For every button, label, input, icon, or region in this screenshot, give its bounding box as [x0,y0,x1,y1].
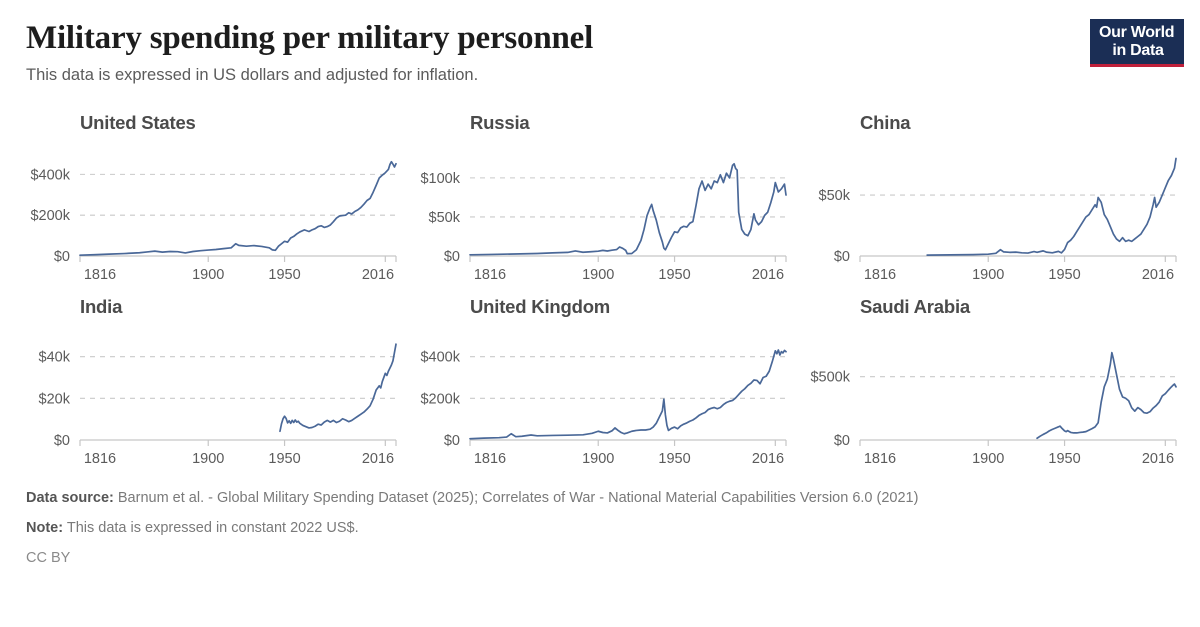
y-axis-tick-label: $200k [420,391,460,407]
x-axis-tick-label: 1816 [84,267,116,283]
y-axis-tick-label: $0 [444,249,460,265]
panel-plot[interactable]: $0 $200k $400k 1816 1900 1950 2016 [404,322,794,477]
series-line[interactable] [926,157,1177,256]
panel-title: China [860,112,911,133]
y-axis-tick-label: $400k [30,167,70,183]
panel-title: United States [80,112,196,133]
x-axis-tick-label: 1950 [658,451,690,467]
x-axis-tick-label: 1900 [192,267,224,283]
license-label[interactable]: CC BY [26,550,71,566]
note-block: Note: This data is expressed in constant… [26,518,1170,539]
y-axis-tick-label: $0 [834,433,850,449]
page-title: Military spending per military personnel [26,20,594,56]
small-multiples-grid: United States $0 $200k $400k 1816 1900 1950 20… [0,112,1200,480]
note-label: Note: [26,520,64,536]
panel-saudi-arabia[interactable]: Saudi Arabia $0 $500k 1816 1900 1950 2016 [794,296,1184,480]
panel-title: India [80,296,123,317]
x-axis-tick-label: 1816 [864,451,896,467]
logo-line-2: in Data [1112,42,1164,59]
data-source-block: Data source: Barnum et al. - Global Mili… [26,488,1170,509]
panel-row-1: United States $0 $200k $400k 1816 1900 1950 20… [0,112,1200,296]
x-axis-tick-label: 2016 [752,267,784,283]
series-line[interactable] [79,160,397,257]
chart-header: Military spending per military personnel… [26,18,1174,87]
data-source-text[interactable]: Barnum et al. - Global Military Spending… [117,490,919,506]
panel-plot[interactable]: $0 $500k 1816 1900 1950 2016 [794,322,1184,477]
series-line[interactable] [1036,351,1177,440]
chart-footer: Data source: Barnum et al. - Global Mili… [26,488,1170,569]
logo-line-1: Our World [1099,24,1175,41]
x-axis-tick-label: 1950 [1048,451,1080,467]
panel-title: United Kingdom [470,296,611,317]
panel-india[interactable]: India $0 $20k $40k 1816 1900 1950 2016 [14,296,404,480]
panel-united-states[interactable]: United States $0 $200k $400k 1816 1900 1950 20… [14,112,404,296]
series-line[interactable] [279,343,397,433]
x-axis-tick-label: 1816 [864,267,896,283]
x-axis-tick-label: 1900 [582,267,614,283]
y-axis-tick-label: $100k [420,171,460,187]
x-axis-tick-label: 1816 [474,451,506,467]
x-axis-tick-label: 2016 [1142,451,1174,467]
y-axis-tick-label: $0 [54,249,70,265]
y-axis-tick-label: $50k [819,188,851,204]
x-axis-tick-label: 1950 [268,267,300,283]
y-axis-tick-label: $0 [54,433,70,449]
x-axis-tick-label: 1816 [474,267,506,283]
x-axis-tick-label: 2016 [752,451,784,467]
x-axis-tick-label: 1900 [192,451,224,467]
y-axis-tick-label: $0 [444,433,460,449]
x-axis-tick-label: 1900 [582,451,614,467]
note-text: This data is expressed in constant 2022 … [66,520,359,536]
panel-russia[interactable]: Russia $0 $50k $100k 1816 1900 1950 2016 [404,112,794,296]
y-axis-tick-label: $200k [30,208,70,224]
page-subtitle: This data is expressed in US dollars and… [26,66,479,84]
our-world-in-data-logo[interactable]: Our World in Data [1090,19,1184,67]
panel-title: Russia [470,112,530,133]
x-axis-tick-label: 1950 [268,451,300,467]
y-axis-tick-label: $0 [834,249,850,265]
x-axis-tick-label: 1900 [972,267,1004,283]
y-axis-tick-label: $400k [420,350,460,366]
x-axis-tick-label: 2016 [362,451,394,467]
x-axis-tick-label: 1900 [972,451,1004,467]
panel-plot[interactable]: $0 $20k $40k 1816 1900 1950 2016 [14,322,404,477]
panel-plot[interactable]: $0 $200k $400k 1816 1900 1950 2016 [14,138,404,293]
panel-united-kingdom[interactable]: United Kingdom $0 $200k $400k 1816 1900 1950 2… [404,296,794,480]
y-axis-tick-label: $50k [429,210,461,226]
series-line[interactable] [469,349,787,440]
series-line[interactable] [469,162,787,256]
panel-china[interactable]: China $0 $50k 1816 1900 1950 2016 [794,112,1184,296]
x-axis-tick-label: 1816 [84,451,116,467]
panel-plot[interactable]: $0 $50k $100k 1816 1900 1950 2016 [404,138,794,293]
y-axis-tick-label: $40k [39,350,71,366]
panel-title: Saudi Arabia [860,296,971,317]
panel-plot[interactable]: $0 $50k 1816 1900 1950 2016 [794,138,1184,293]
x-axis-tick-label: 1950 [1048,267,1080,283]
x-axis-tick-label: 1950 [658,267,690,283]
panel-row-2: India $0 $20k $40k 1816 1900 1950 2016 United … [0,296,1200,480]
x-axis-tick-label: 2016 [362,267,394,283]
y-axis-tick-label: $500k [810,370,850,386]
data-source-label: Data source: [26,490,114,506]
x-axis-tick-label: 2016 [1142,267,1174,283]
y-axis-tick-label: $20k [39,391,71,407]
